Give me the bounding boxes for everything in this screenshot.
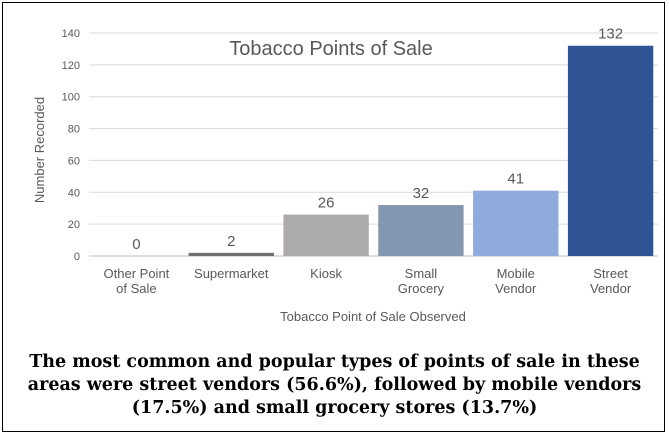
caption-line-2: areas were street vendors (56.6%), follo…	[27, 375, 642, 395]
data-label: 0	[132, 236, 140, 253]
x-tick-label: Supermarket	[194, 266, 269, 281]
y-tick-label: 80	[68, 124, 80, 136]
x-tick-label: Small	[405, 266, 438, 281]
x-tick-label: of Sale	[116, 281, 156, 296]
x-tick-label: Vendor	[495, 281, 537, 296]
x-axis-label: Tobacco Point of Sale Observed	[280, 309, 466, 324]
y-tick-label: 120	[62, 60, 80, 72]
data-label: 32	[413, 185, 430, 202]
data-label: 26	[318, 195, 335, 212]
figure-caption: The most common and popular types of poi…	[13, 351, 656, 420]
y-tick-label: 140	[62, 28, 80, 40]
figure-frame: 0 2 26 32 41 132 0 20 40 60 80 100 120 140 Other Poi…	[2, 2, 665, 432]
x-tick-label: Mobile	[497, 266, 535, 281]
gridlines	[89, 32, 658, 257]
y-tick-label: 0	[74, 251, 80, 263]
bar	[188, 252, 274, 256]
data-label: 41	[507, 171, 524, 188]
bar-chart: 0 2 26 32 41 132 0 20 40 60 80 100 120 140 Other Poi…	[32, 26, 658, 324]
bar	[473, 190, 559, 256]
x-tick-label: Grocery	[398, 281, 445, 296]
data-label: 132	[598, 26, 623, 43]
y-tick-label: 100	[62, 92, 80, 104]
bar	[567, 45, 654, 256]
bar	[378, 205, 464, 256]
y-tick-label: 60	[68, 155, 80, 167]
y-tick-labels: 0 20 40 60 80 100 120 140	[62, 28, 80, 263]
x-tick-label: Other Point	[104, 266, 170, 281]
data-labels: 0 2 26 32 41 132	[132, 26, 623, 253]
bar	[283, 214, 369, 256]
y-tick-label: 20	[68, 219, 80, 231]
data-label: 2	[227, 233, 235, 250]
y-tick-label: 40	[68, 187, 80, 199]
caption-line-1: The most common and popular types of poi…	[29, 352, 640, 372]
caption-line-3: (17.5%) and small grocery stores (13.7%)	[131, 398, 538, 418]
x-tick-label: Kiosk	[310, 266, 342, 281]
x-tick-label: Street	[593, 266, 628, 281]
bars	[188, 45, 654, 256]
chart-title: Tobacco Points of Sale	[229, 38, 432, 60]
y-axis-label: Number Recorded	[32, 97, 47, 203]
x-tick-label: Vendor	[590, 281, 632, 296]
